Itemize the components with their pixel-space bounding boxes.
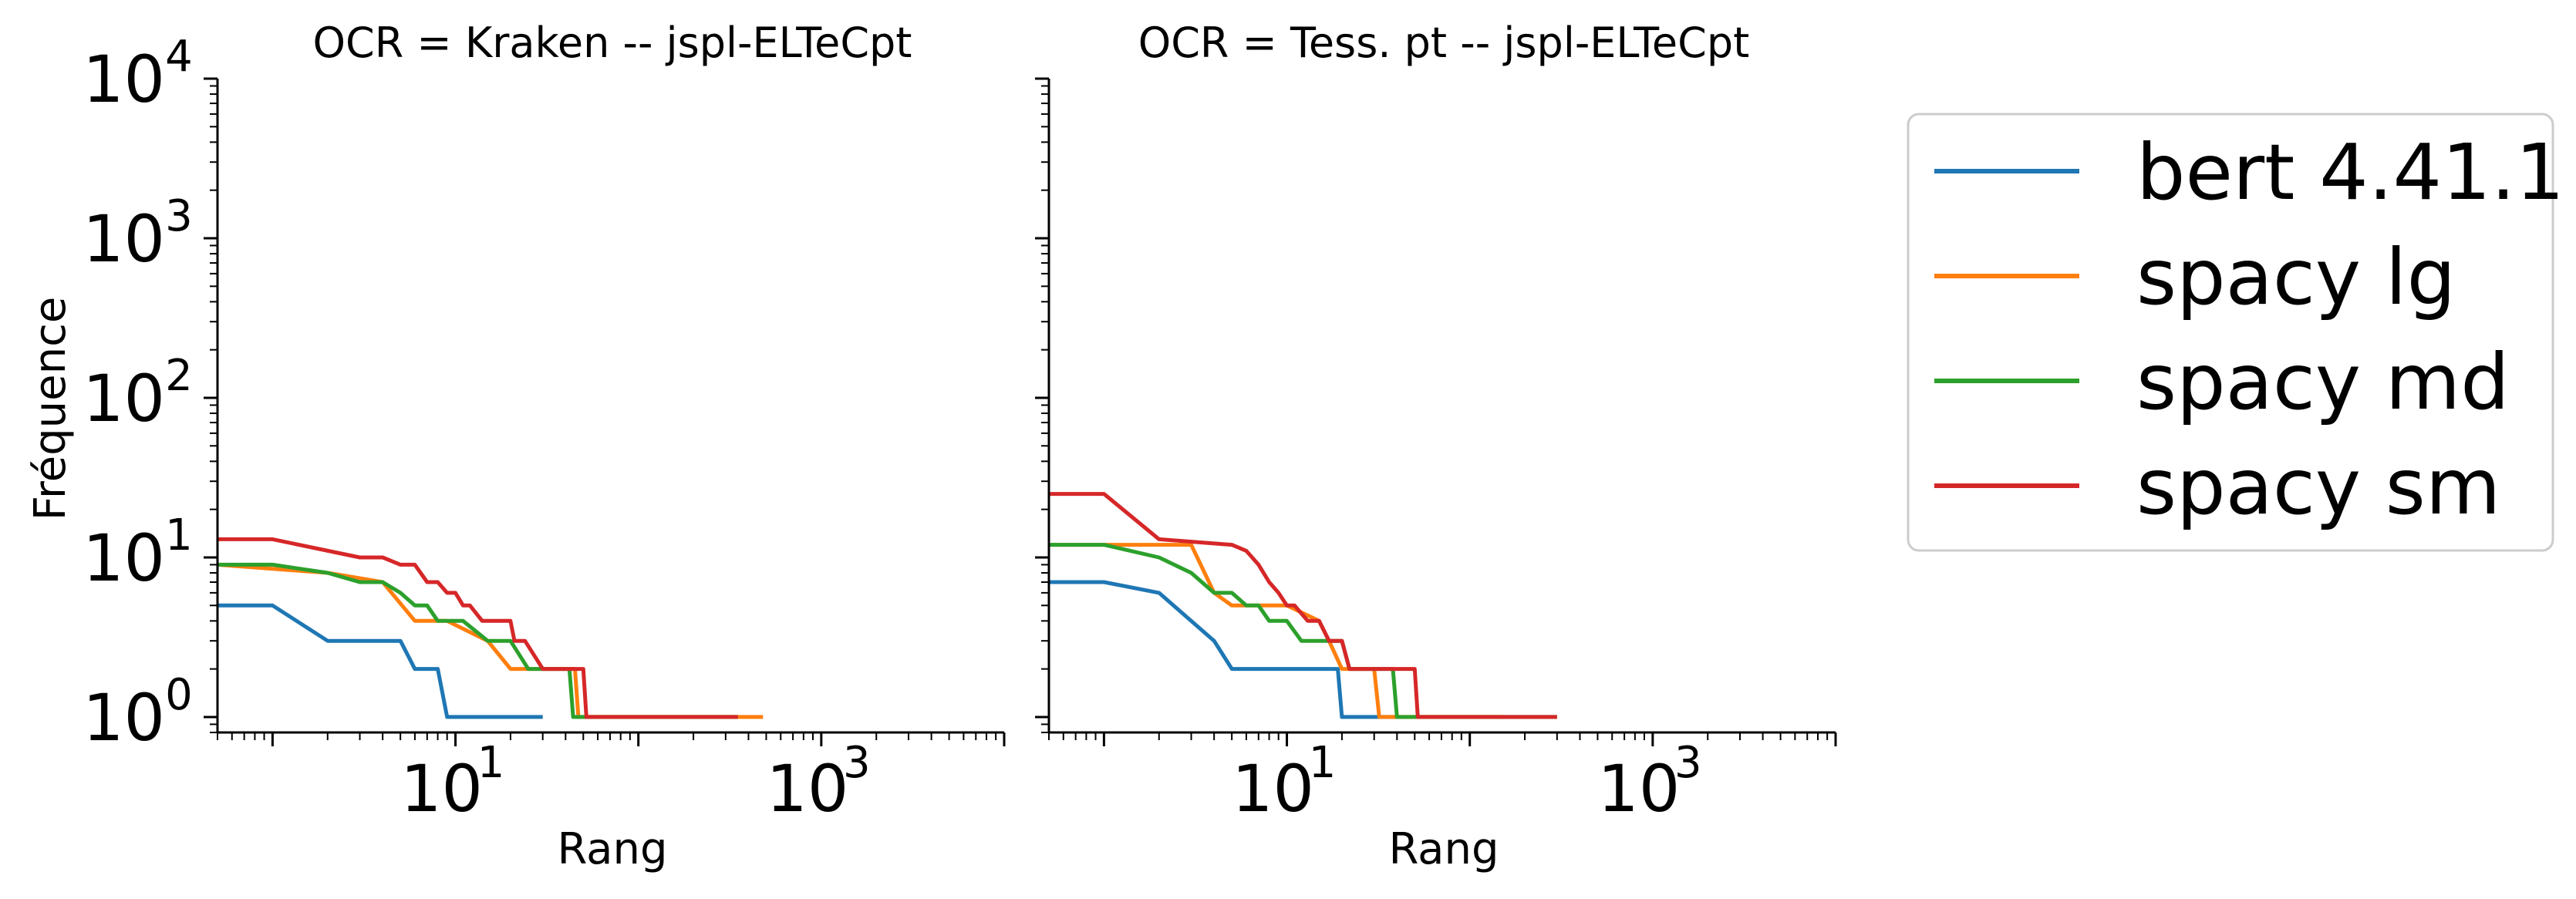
left-series-spacy-md bbox=[217, 562, 738, 719]
panel-right-title: OCR = Tess. pt -- jspl-ELTeCpt bbox=[1138, 19, 1750, 67]
legend: bert 4.41.1 spacy lg spacy md spacy sm bbox=[1907, 113, 2564, 552]
panel-left-xlabel: Rang bbox=[557, 824, 667, 874]
right-series-spacy-sm bbox=[1049, 492, 1557, 719]
panel-left-ylabel: Fréquence bbox=[25, 297, 76, 521]
right-x-tick-label: 10 bbox=[1232, 751, 1314, 827]
left-y-tick-exponent: 0 bbox=[165, 670, 193, 720]
left-y-tick-label: 10 bbox=[83, 42, 165, 117]
left-y-tick-exponent: 2 bbox=[165, 351, 193, 401]
left-y-tick-exponent: 1 bbox=[165, 510, 193, 561]
left-y-tick-label: 10 bbox=[83, 361, 165, 436]
right-x-tick-exponent: 3 bbox=[1674, 738, 1702, 788]
left-x-tick-label: 10 bbox=[400, 751, 483, 827]
legend-frame bbox=[1907, 113, 2554, 552]
left-y-tick-exponent: 4 bbox=[165, 32, 193, 82]
left-y-tick-exponent: 3 bbox=[165, 191, 193, 241]
left-series-spacy-sm bbox=[217, 537, 738, 719]
left-x-tick-exponent: 1 bbox=[477, 738, 505, 788]
legend-label-spacy-lg: spacy lg bbox=[2136, 232, 2456, 322]
right-x-tick-exponent: 1 bbox=[1309, 738, 1337, 788]
panel-right-axes: 101 103 bbox=[1035, 77, 1837, 827]
panel-left-series-layer bbox=[217, 537, 764, 719]
panel-right: OCR = Tess. pt -- jspl-ELTeCpt Rang 101 1… bbox=[1035, 19, 1837, 874]
left-y-tick-label: 10 bbox=[83, 201, 165, 277]
right-series-bert-4-41-1 bbox=[1049, 580, 1398, 719]
panel-left: OCR = Kraken -- jspl-ELTeCpt Fréquence R… bbox=[25, 19, 1006, 874]
legend-label-bert: bert 4.41.1 bbox=[2136, 127, 2564, 217]
panel-left-title: OCR = Kraken -- jspl-ELTeCpt bbox=[313, 19, 912, 67]
panel-right-xlabel: Rang bbox=[1388, 824, 1499, 874]
left-series-bert-4-41-1 bbox=[217, 603, 543, 719]
right-series-spacy-md bbox=[1049, 543, 1557, 719]
left-y-tick-label: 10 bbox=[83, 680, 165, 756]
legend-label-spacy-md: spacy md bbox=[2136, 337, 2510, 427]
right-series-spacy-lg bbox=[1049, 543, 1502, 719]
legend-label-spacy-sm: spacy sm bbox=[2136, 442, 2500, 532]
left-x-tick-exponent: 3 bbox=[843, 738, 871, 788]
left-x-tick-label: 10 bbox=[766, 751, 848, 827]
panel-right-series-layer bbox=[1049, 492, 1557, 719]
left-y-tick-label: 10 bbox=[83, 520, 165, 596]
right-x-tick-label: 10 bbox=[1597, 751, 1680, 827]
